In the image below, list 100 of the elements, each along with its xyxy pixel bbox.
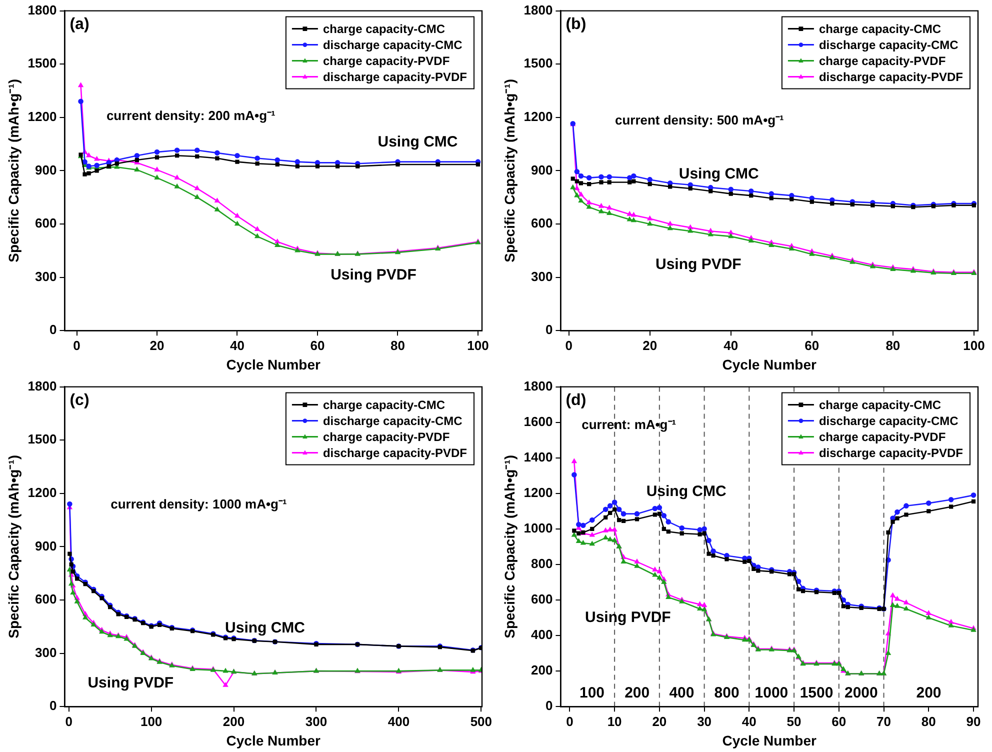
x-tick-label: 100 (140, 714, 162, 729)
x-tick-label: 40 (230, 338, 244, 353)
y-tick-label: 200 (531, 662, 553, 678)
annotation: Using PVDF (656, 256, 742, 273)
legend-label: discharge capacity-PVDF (818, 446, 964, 460)
legend-label: discharge capacity-CMC (322, 414, 463, 428)
x-tick-label: 60 (804, 338, 820, 353)
y-tick-label: 900 (35, 162, 57, 178)
y-tick-label: 1500 (28, 432, 57, 447)
legend-label: charge capacity-PVDF (322, 54, 450, 68)
y-tick-label: 0 (49, 698, 57, 714)
y-tick-label: 300 (531, 268, 553, 284)
y-tick-label: 1800 (28, 378, 57, 394)
annotation: current density: 1000 mA•g⁻¹ (110, 496, 287, 512)
y-tick-label: 400 (531, 627, 553, 642)
x-tick-label: 0 (565, 338, 572, 353)
x-tick-label: 0 (566, 714, 574, 729)
x-tick-label: 20 (652, 714, 667, 729)
y-tick-label: 1400 (524, 449, 553, 464)
annotation: Using CMC (378, 133, 458, 150)
annotation: 1500 (800, 684, 834, 702)
x-tick-label: 80 (390, 338, 405, 353)
y-tick-label: 0 (49, 322, 57, 338)
x-tick-label: 50 (786, 714, 802, 729)
x-tick-label: 80 (921, 714, 936, 729)
legend-label: discharge capacity-CMC (818, 38, 959, 52)
y-tick-label: 1200 (28, 484, 57, 500)
y-tick-label: 800 (531, 556, 553, 572)
annotation: Using PVDF (88, 674, 174, 692)
x-axis-title: Cycle Number (722, 356, 817, 372)
y-tick-label: 1800 (28, 2, 57, 18)
annotation: Using CMC (225, 620, 306, 637)
y-tick-label: 600 (35, 592, 57, 607)
annotation: 200 (916, 684, 942, 702)
annotation: current: mA•g⁻¹ (582, 416, 676, 432)
annotation: current density: 200 mA•g⁻¹ (106, 108, 276, 123)
x-axis-title: Cycle Number (226, 732, 321, 748)
y-tick-label: 600 (531, 592, 553, 607)
annotation: Using CMC (678, 165, 760, 182)
legend-label: charge capacity-CMC (818, 398, 942, 412)
annotation: 100 (580, 684, 605, 702)
x-tick-label: 500 (470, 714, 492, 729)
chart-title: (c) (70, 392, 90, 410)
y-axis-title: Specific Capacity (mAh•g⁻¹) (5, 455, 22, 638)
y-tick-label: 600 (531, 216, 553, 231)
annotation: 800 (714, 684, 740, 702)
annotation: 200 (624, 684, 650, 702)
x-tick-label: 300 (305, 714, 328, 729)
y-axis-title: Specific Capacity (mAh•g⁻¹) (501, 79, 518, 262)
x-tick-label: 10 (607, 714, 622, 729)
x-tick-label: 90 (966, 714, 981, 729)
x-tick-label: 60 (310, 338, 325, 353)
annotation: Using PVDF (584, 608, 671, 626)
y-tick-label: 1200 (524, 484, 553, 500)
y-tick-label: 300 (35, 268, 57, 284)
x-tick-label: 0 (73, 338, 80, 353)
legend-label: charge capacity-CMC (322, 398, 446, 412)
legend-label: charge capacity-CMC (322, 22, 446, 36)
y-tick-label: 600 (35, 216, 57, 231)
y-tick-label: 1500 (28, 56, 57, 71)
y-tick-label: 0 (545, 698, 553, 714)
y-tick-label: 1200 (28, 108, 57, 124)
x-tick-label: 100 (467, 338, 489, 353)
annotation: Using PVDF (330, 266, 416, 284)
x-tick-label: 20 (642, 338, 658, 353)
chart-title: (a) (70, 16, 90, 34)
x-tick-label: 70 (876, 714, 892, 729)
x-axis-title: Cycle Number (226, 356, 321, 372)
chart-title: (b) (566, 16, 586, 34)
x-tick-label: 20 (150, 338, 164, 353)
y-tick-label: 300 (35, 644, 57, 660)
legend-label: charge capacity-PVDF (818, 430, 946, 444)
x-tick-label: 100 (963, 338, 985, 353)
y-tick-label: 1800 (524, 378, 553, 394)
y-axis-title: Specific Capacity (mAh•g⁻¹) (501, 455, 518, 638)
annotation: 1000 (754, 684, 788, 702)
legend-label: discharge capacity-CMC (322, 38, 463, 52)
chart-title: (d) (566, 392, 586, 410)
y-tick-label: 1000 (524, 520, 553, 536)
y-tick-label: 900 (531, 162, 553, 178)
x-axis-title: Cycle Number (722, 732, 817, 748)
annotation: 400 (669, 684, 694, 702)
y-axis-title: Specific Capacity (mAh•g⁻¹) (5, 79, 22, 262)
legend-label: charge capacity-CMC (818, 22, 942, 36)
x-tick-label: 80 (886, 338, 900, 353)
x-tick-label: 60 (832, 714, 846, 729)
x-tick-label: 0 (65, 714, 72, 729)
annotation: current density: 500 mA•g⁻¹ (614, 112, 784, 128)
y-tick-label: 1600 (524, 414, 553, 429)
y-tick-label: 1200 (524, 108, 553, 124)
legend-label: discharge capacity-CMC (818, 414, 959, 428)
legend-label: charge capacity-PVDF (818, 54, 946, 68)
x-tick-label: 400 (388, 714, 410, 729)
x-tick-label: 30 (697, 714, 712, 729)
x-tick-label: 40 (724, 338, 738, 353)
legend-label: discharge capacity-PVDF (322, 70, 468, 84)
y-tick-label: 900 (35, 538, 57, 554)
y-tick-label: 0 (545, 322, 553, 338)
legend-label: discharge capacity-PVDF (322, 446, 468, 460)
y-tick-label: 1500 (524, 56, 553, 71)
